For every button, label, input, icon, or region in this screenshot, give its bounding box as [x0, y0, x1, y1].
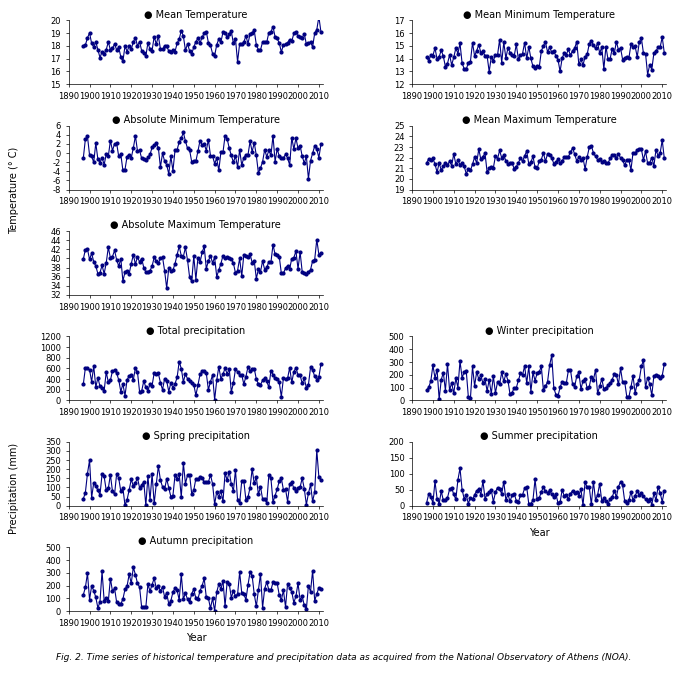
Text: Precipitation (mm): Precipitation (mm): [9, 443, 19, 534]
Title: ● Mean Minimum Temperature: ● Mean Minimum Temperature: [463, 10, 616, 20]
Text: Temperature (° C): Temperature (° C): [9, 147, 19, 234]
Title: ● Summer precipitation: ● Summer precipitation: [480, 431, 598, 441]
Title: ● Absolute Maximum Temperature: ● Absolute Maximum Temperature: [111, 221, 281, 230]
Title: ● Mean Temperature: ● Mean Temperature: [144, 10, 247, 20]
Title: ● Winter precipitation: ● Winter precipitation: [485, 326, 594, 335]
Title: ● Autumn precipitation: ● Autumn precipitation: [138, 536, 254, 547]
Title: ● Absolute Minimum Temperature: ● Absolute Minimum Temperature: [112, 115, 280, 125]
Title: ● Total precipitation: ● Total precipitation: [146, 326, 245, 335]
X-axis label: Year: Year: [185, 634, 206, 643]
X-axis label: Year: Year: [529, 528, 550, 538]
Text: Fig. 2. Time series of historical temperature and precipitation data as acquired: Fig. 2. Time series of historical temper…: [56, 653, 631, 662]
Title: ● Spring precipitation: ● Spring precipitation: [142, 431, 250, 441]
Title: ● Mean Maximum Temperature: ● Mean Maximum Temperature: [462, 115, 617, 125]
